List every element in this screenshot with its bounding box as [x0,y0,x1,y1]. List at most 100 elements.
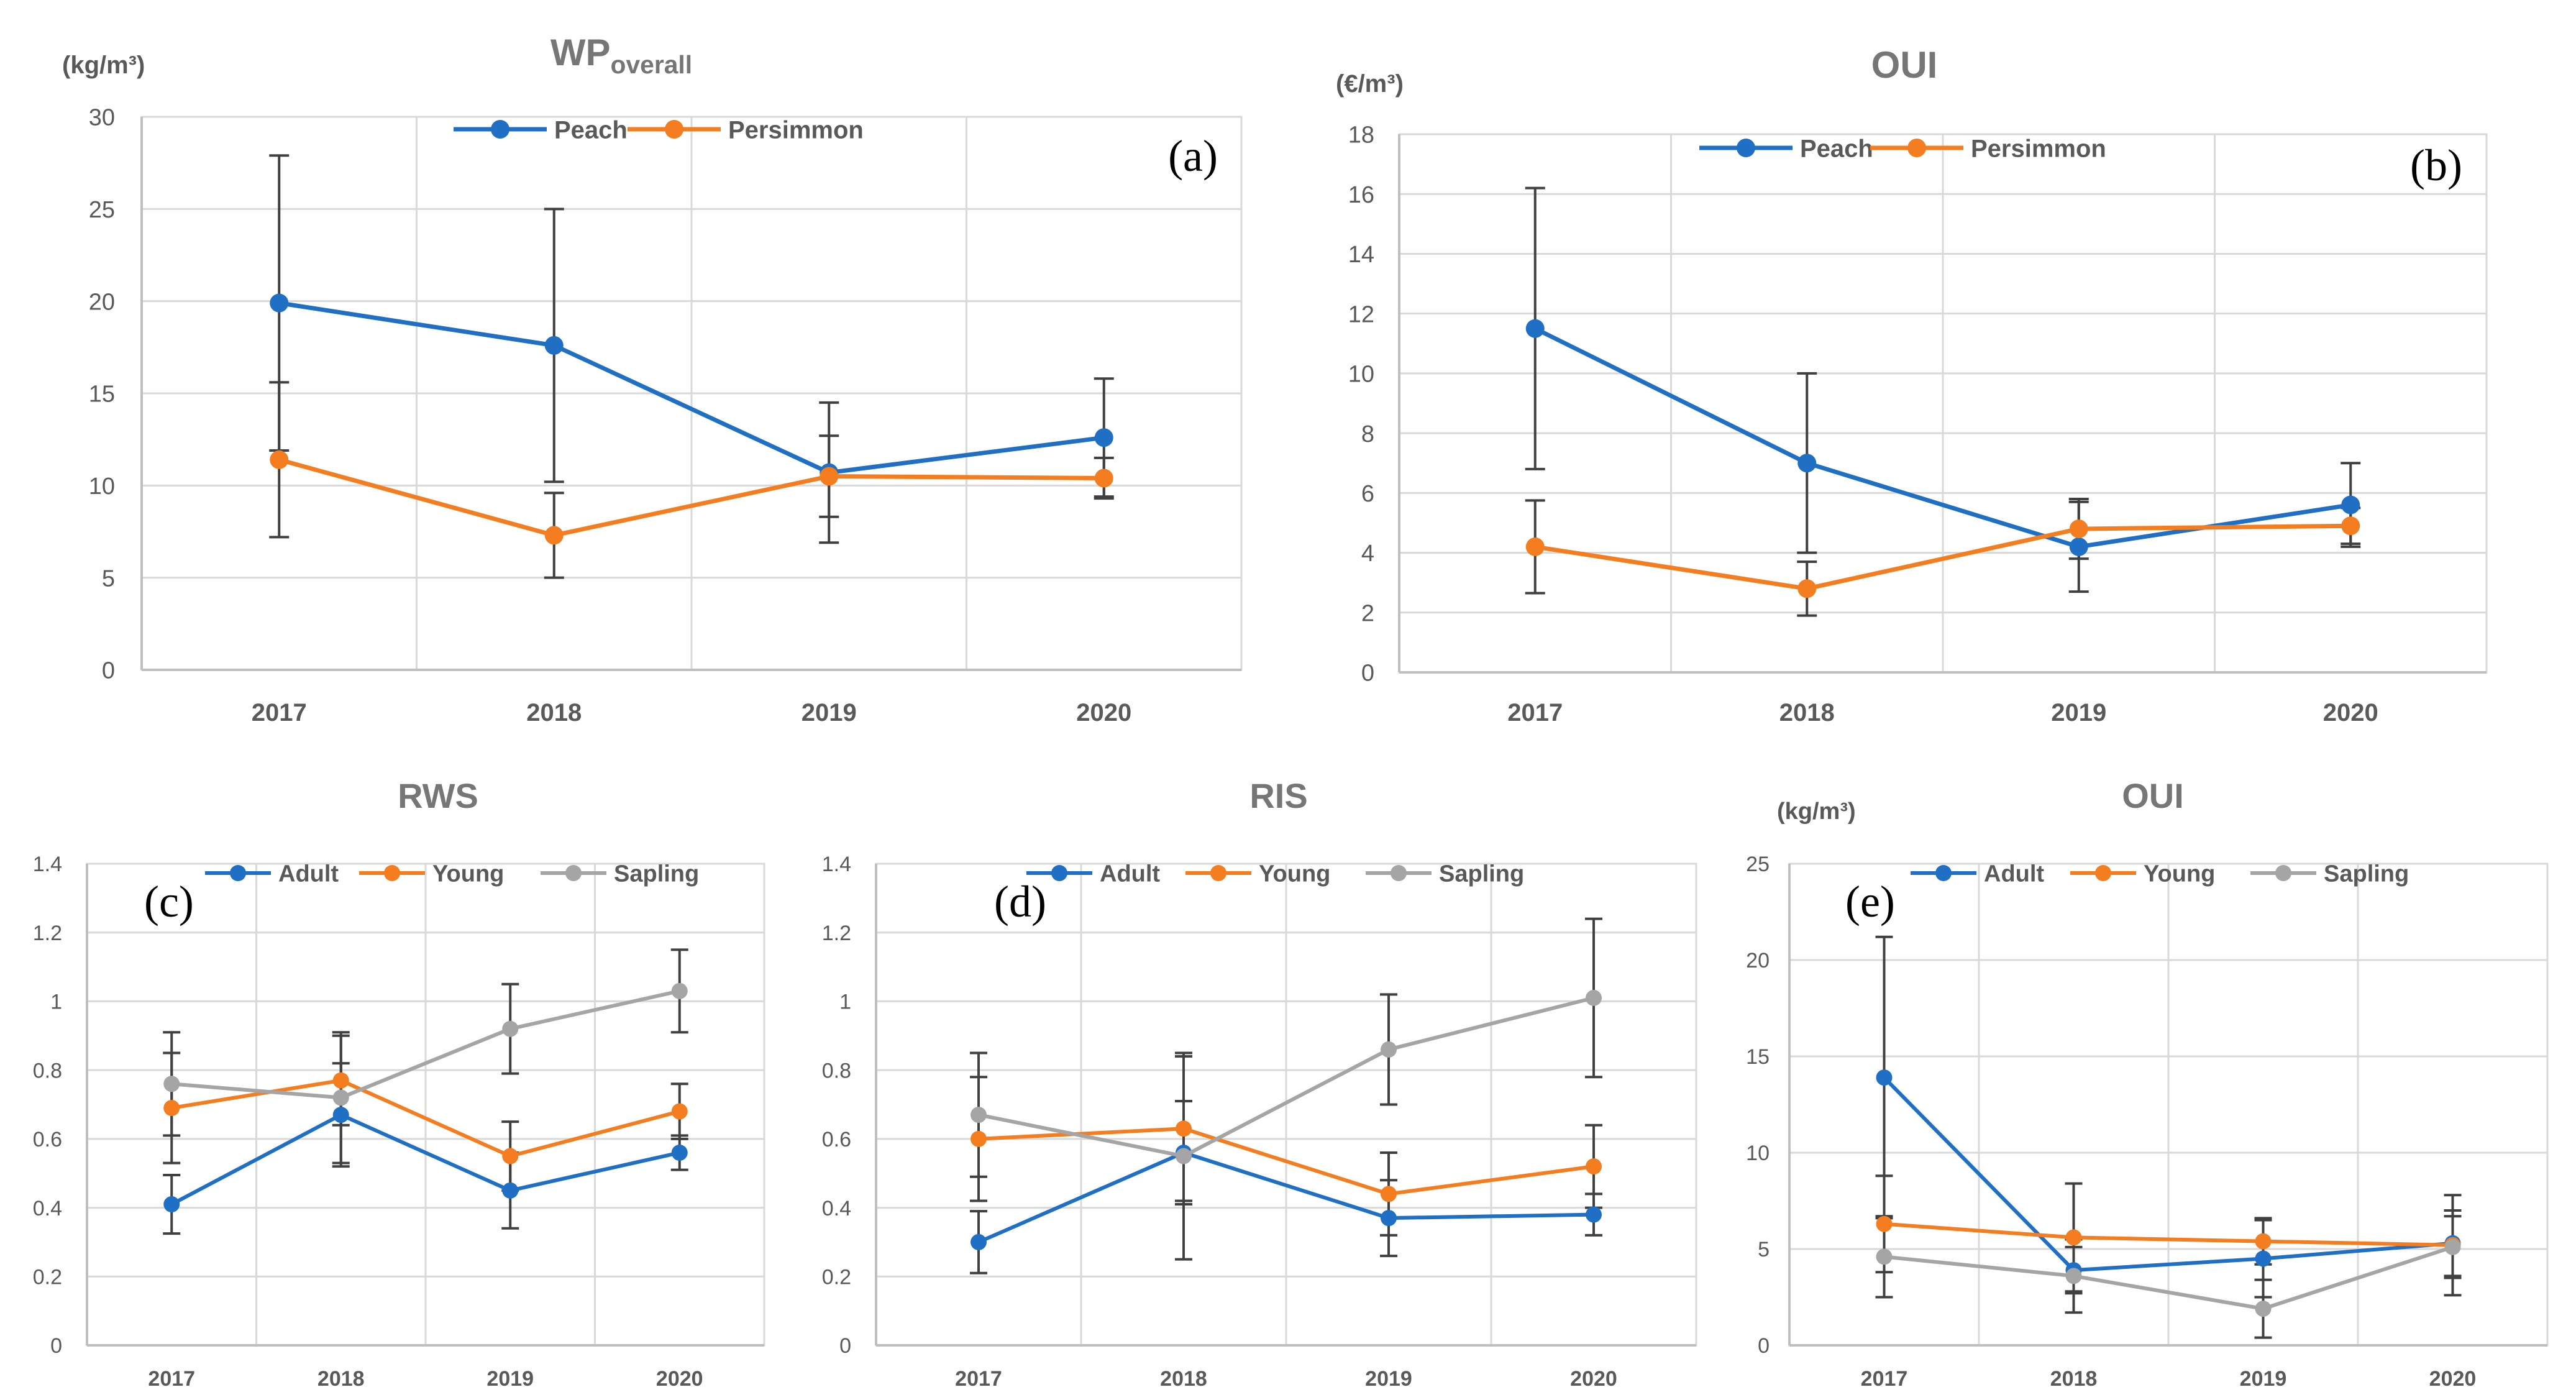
data-point-persimmon-2019 [820,467,839,486]
legend-label-adult: Adult [278,861,339,887]
y-tick-label: 16 [1348,182,1374,208]
y-tick-label: 14 [1348,242,1374,268]
legend-marker-persimmon [665,120,683,139]
legend-marker-adult [230,865,246,881]
data-point-persimmon-2019 [2069,519,2088,539]
data-point-peach-2017 [1525,319,1545,338]
legend-label-young: Young [1259,861,1330,887]
data-point-sapling-2017 [1876,1248,1893,1265]
data-point-young-2019 [502,1148,519,1164]
data-point-sapling-2017 [971,1107,987,1123]
data-point-young-2019 [1381,1186,1397,1202]
y-tick-label: 10 [1746,1142,1770,1165]
legend-marker-sapling [565,865,582,881]
legend-marker-persimmon [1907,139,1926,157]
series-line-adult [170,1113,680,1206]
chart-title: WPoverall [550,32,692,79]
y-tick-label: 5 [1758,1238,1770,1261]
y-tick-label: 5 [102,565,115,592]
data-point-peach-2020 [1094,428,1113,447]
legend-label-sapling: Sapling [2324,861,2409,887]
x-tick-label: 2020 [2323,699,2378,726]
series-line-sapling [1884,1245,2454,1311]
legend-label-young: Young [2144,861,2215,887]
legend-label-peach: Peach [554,116,628,144]
legend-label-adult: Adult [1100,861,1160,887]
y-tick-label: 0 [839,1334,851,1358]
data-point-peach-2018 [544,336,564,355]
y-tick-label: 0 [102,658,115,684]
y-tick-label: 30 [89,105,115,131]
data-point-adult-2017 [1876,1069,1893,1086]
chart-title-main: OUI [2122,776,2184,815]
data-point-peach-2017 [270,293,289,313]
y-tick-label: 20 [1746,949,1770,972]
x-tick-label: 2018 [2050,1367,2098,1391]
chart-title: OUI [1871,44,1938,86]
legend-label-adult: Adult [1984,861,2044,887]
y-tick-label: 10 [89,474,115,500]
data-point-peach-2020 [2341,495,2360,515]
legend-marker-young [384,865,400,881]
y-tick-label: 2 [1361,600,1374,626]
data-point-sapling-2019 [2255,1301,2272,1317]
legend-label-sapling: Sapling [1439,861,1524,887]
y-tick-label: 0.6 [33,1128,62,1151]
y-tick-label: 15 [1746,1045,1770,1069]
y-tick-label: 0.6 [822,1128,851,1151]
data-point-sapling-2017 [163,1076,180,1092]
y-tick-label: 0.8 [822,1059,851,1082]
data-point-peach-2019 [2069,537,2088,556]
series-line-adult [977,1151,1594,1244]
y-tick-label: 0 [50,1334,62,1358]
x-tick-label: 2019 [2240,1367,2287,1391]
x-tick-label: 2020 [1570,1367,1617,1391]
x-tick-label: 2020 [1076,699,1131,726]
x-tick-label: 2020 [2429,1367,2477,1391]
chart-panel-e: 0 5 10 15 20 25 2017 2018 2019 2020 OUI (kg/m³) (e) A… [1746,776,2549,1391]
legend-marker-peach [491,120,509,139]
data-point-young-2017 [1876,1215,1893,1232]
series-line-persimmon [1535,523,2351,591]
y-tick-label: 18 [1348,122,1374,149]
y-tick-label: 12 [1348,301,1374,327]
data-point-adult-2020 [1586,1206,1602,1223]
data-point-persimmon-2020 [1094,469,1113,488]
x-tick-label: 2018 [1160,1367,1207,1391]
y-tick-label: 0.2 [822,1266,851,1289]
series-line-young [171,1078,680,1158]
data-point-sapling-2019 [502,1020,519,1037]
data-point-persimmon-2017 [1525,537,1545,556]
data-point-persimmon-2018 [1797,579,1817,598]
series-line-young [1884,1222,2453,1247]
data-point-sapling-2020 [2444,1238,2461,1255]
x-tick-label: 2017 [1861,1367,1908,1391]
y-axis-unit-label: (kg/m³) [62,52,145,79]
x-tick-label: 2020 [656,1367,703,1391]
panel-label: (e) [1845,877,1895,926]
legend-marker-sapling [1391,865,1407,881]
data-point-sapling-2020 [671,982,688,999]
y-tick-label: 1.2 [822,922,851,945]
legend-marker-young [1210,865,1226,881]
y-tick-label: 1 [50,991,62,1014]
chart-title-main: RWS [398,776,478,815]
data-point-adult-2017 [971,1233,987,1250]
data-point-persimmon-2020 [2341,516,2360,536]
x-tick-label: 2019 [1365,1367,1412,1391]
chart-title: RWS [398,776,478,815]
data-point-adult-2017 [163,1196,180,1213]
y-tick-label: 1 [839,991,851,1014]
x-tick-label: 2017 [955,1367,1002,1391]
x-tick-label: 2017 [252,699,307,726]
chart-title-main: OUI [1871,44,1938,86]
data-point-sapling-2020 [1586,989,1602,1006]
y-tick-label: 1.2 [33,922,62,945]
data-point-young-2018 [2065,1229,2082,1246]
data-point-young-2018 [1176,1120,1192,1137]
panel-label: (b) [2410,140,2462,190]
legend-marker-young [2095,865,2111,881]
legend-marker-adult [1051,865,1067,881]
chart-panel-a: 0 5 10 15 20 25 30 2017 2018 2019 2020 WPoverall (kg… [62,32,1243,726]
